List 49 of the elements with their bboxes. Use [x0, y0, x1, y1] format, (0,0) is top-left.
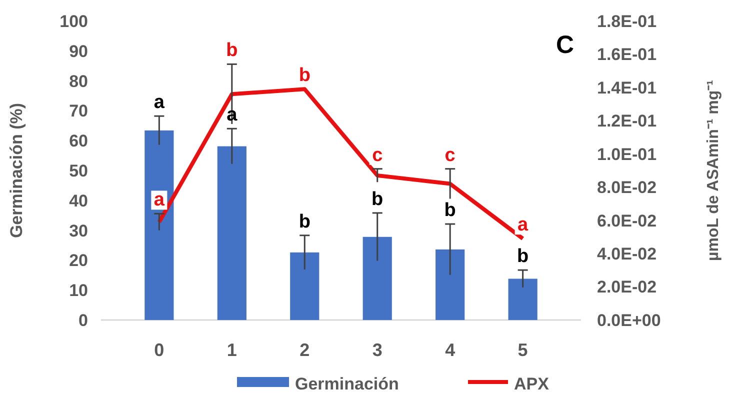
- annotation: C: [556, 31, 574, 59]
- data-label: b: [298, 65, 310, 86]
- data-label: b: [517, 246, 529, 268]
- y-tick-label: 100: [60, 12, 88, 31]
- data-label: a: [154, 92, 165, 114]
- y-axis-title: Germinación (%): [7, 102, 26, 238]
- x-tick-label: 5: [518, 340, 528, 360]
- data-label: c: [372, 144, 384, 166]
- y2-tick-label: 1.4E-01: [597, 78, 657, 98]
- y-tick-label: 80: [69, 72, 88, 91]
- bar: [144, 130, 174, 320]
- data-label: b: [298, 211, 310, 232]
- x-tick-label: 4: [445, 340, 456, 360]
- y-tick-label: 0: [78, 310, 88, 330]
- y-tick-label: 30: [69, 221, 88, 240]
- y2-tick-label: 1.2E-01: [597, 112, 657, 131]
- data-label: b: [444, 200, 456, 222]
- y-tick-label: 90: [69, 42, 88, 61]
- data-label: c: [444, 144, 456, 166]
- y-tick-label: 10: [69, 281, 88, 300]
- data-label: b: [372, 188, 384, 210]
- data-label: a: [518, 214, 529, 236]
- x-tick-label: 3: [372, 340, 382, 360]
- bar: [436, 249, 465, 320]
- y-tick-label: 40: [69, 191, 88, 210]
- y2-tick-label: 2.0E-02: [597, 278, 657, 297]
- x-tick-label: 1: [226, 340, 237, 360]
- y2-axis-title: µmoL de ASAmin⁻¹ mg⁻¹: [705, 80, 722, 261]
- y2-tick-label: 4.0E-02: [597, 244, 657, 264]
- x-tick-label: 2: [300, 340, 310, 360]
- y2-tick-label: 6.0E-02: [597, 211, 657, 230]
- bar: [217, 146, 246, 320]
- y2-tick-label: 0.0E+00: [597, 310, 661, 330]
- y2-tick-label: 8.0E-02: [597, 178, 657, 198]
- y-tick-label: 50: [69, 161, 88, 180]
- y2-tick-label: 1.6E-01: [597, 45, 657, 64]
- data-label: b: [226, 40, 238, 62]
- data-label: a: [154, 190, 165, 211]
- y2-tick-label: 1.8E-01: [597, 12, 657, 31]
- y-tick-label: 70: [69, 102, 88, 121]
- legend-label: Germinación: [295, 374, 399, 394]
- y-tick-label: 60: [69, 132, 88, 151]
- bar: [290, 252, 320, 320]
- bar: [362, 236, 392, 320]
- x-tick-label: 0: [154, 340, 164, 360]
- legend-label: APX: [514, 374, 550, 394]
- y2-tick-label: 1.0E-01: [597, 144, 657, 164]
- bar: [508, 278, 538, 320]
- y-tick-label: 20: [69, 251, 88, 270]
